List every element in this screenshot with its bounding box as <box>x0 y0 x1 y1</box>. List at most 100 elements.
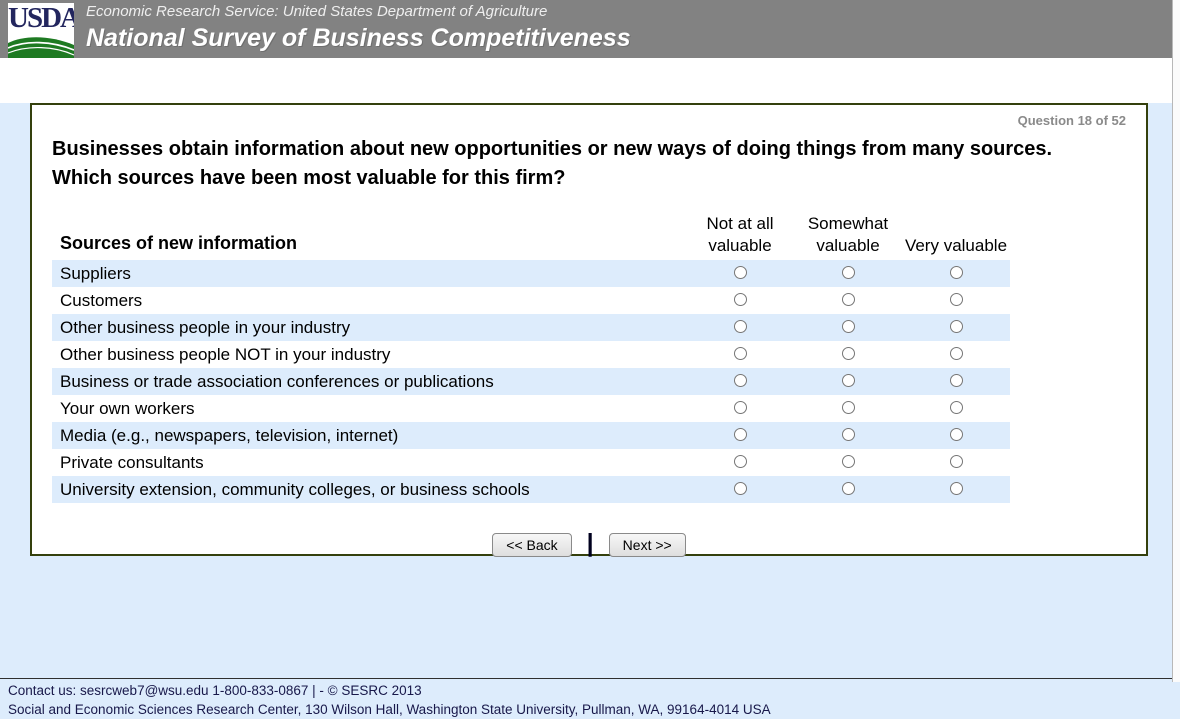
row-label: Other business people in your industry <box>60 317 351 337</box>
column-header-not-at-all: Not at all valuable <box>706 214 774 255</box>
radio-cell <box>686 345 794 365</box>
radio-cell <box>902 426 1010 446</box>
column-header-somewhat: Somewhat valuable <box>807 214 889 255</box>
radio-cell <box>794 453 902 473</box>
radio-row0-col0[interactable] <box>733 265 747 279</box>
agency-line: Economic Research Service: United States… <box>86 3 548 20</box>
radio-row0-col2[interactable] <box>949 265 963 279</box>
radio-row0-col1[interactable] <box>841 265 855 279</box>
radio-cell <box>686 291 794 311</box>
radio-row6-col0[interactable] <box>733 427 747 441</box>
radio-cell <box>902 399 1010 419</box>
radio-cell <box>686 372 794 392</box>
row-label: Business or trade association conference… <box>60 371 494 391</box>
row-label: Customers <box>60 290 143 310</box>
radio-cell <box>902 291 1010 311</box>
radio-row5-col0[interactable] <box>733 400 747 414</box>
usda-logo-swoosh-icon <box>8 37 74 58</box>
row-label: Media (e.g., newspapers, television, int… <box>60 425 399 445</box>
radio-row8-col2[interactable] <box>949 481 963 495</box>
radio-cell <box>686 399 794 419</box>
radio-row4-col0[interactable] <box>733 373 747 387</box>
radio-cell <box>794 399 902 419</box>
radio-row6-col1[interactable] <box>841 427 855 441</box>
row-label: University extension, community colleges… <box>60 479 530 499</box>
row-label: Suppliers <box>60 263 131 283</box>
header-divider <box>0 58 1180 66</box>
table-row: Media (e.g., newspapers, television, int… <box>52 422 1010 449</box>
table-row: Suppliers <box>52 260 1010 287</box>
scrollbar-track[interactable] <box>1172 0 1180 682</box>
usda-logo: USDA <box>8 3 74 58</box>
contact-email-link[interactable]: sesrcweb7@wsu.edu <box>80 683 209 698</box>
radio-row3-col1[interactable] <box>841 346 855 360</box>
table-row: Business or trade association conference… <box>52 368 1010 395</box>
table-row: Your own workers <box>52 395 1010 422</box>
radio-row4-col2[interactable] <box>949 373 963 387</box>
matrix-rows: Suppliers Customers Other business people … <box>52 260 1010 503</box>
question-text: Businesses obtain information about new … <box>52 138 1053 189</box>
site-footer: Contact us: sesrcweb7@wsu.edu 1-800-833-… <box>0 678 1180 719</box>
table-row: Other business people NOT in your indust… <box>52 341 1010 368</box>
radio-cell <box>902 372 1010 392</box>
contact-label: Contact us: <box>8 683 81 698</box>
radio-row6-col2[interactable] <box>949 427 963 441</box>
table-row: University extension, community colleges… <box>52 476 1010 503</box>
progress-indicator: Question 18 of 52 <box>1017 113 1126 128</box>
radio-row4-col1[interactable] <box>841 373 855 387</box>
radio-cell <box>794 345 902 365</box>
radio-cell <box>902 480 1010 500</box>
radio-cell <box>686 318 794 338</box>
radio-row8-col0[interactable] <box>733 481 747 495</box>
matrix-header: Sources of new information Not at all va… <box>52 213 1010 260</box>
radio-cell <box>902 345 1010 365</box>
question-panel: Question 18 of 52 Businesses obtain info… <box>30 103 1148 558</box>
radio-cell <box>794 264 902 284</box>
survey-title: National Survey of Business Competitiven… <box>86 24 631 52</box>
radio-cell <box>794 426 902 446</box>
response-matrix: Sources of new information Not at all va… <box>52 213 1010 503</box>
radio-row7-col1[interactable] <box>841 454 855 468</box>
column-header-very: Very valuable <box>904 236 1008 255</box>
footer-line1: Contact us: sesrcweb7@wsu.edu 1-800-833-… <box>8 681 1180 700</box>
nav-separator: | <box>586 529 594 557</box>
row-label: Private consultants <box>60 452 204 472</box>
radio-row8-col1[interactable] <box>841 481 855 495</box>
usda-logo-text: USDA <box>8 3 74 34</box>
radio-row3-col0[interactable] <box>733 346 747 360</box>
matrix-row-header: Sources of new information <box>60 233 298 253</box>
row-label: Other business people NOT in your indust… <box>60 344 391 364</box>
radio-row7-col2[interactable] <box>949 454 963 468</box>
radio-cell <box>794 480 902 500</box>
radio-cell <box>686 453 794 473</box>
footer-line1-rest: 1-800-833-0867 | - © SESRC 2013 <box>208 683 422 698</box>
radio-cell <box>902 318 1010 338</box>
table-row: Customers <box>52 287 1010 314</box>
next-button[interactable]: Next >> <box>608 532 686 557</box>
radio-row2-col0[interactable] <box>733 319 747 333</box>
radio-row5-col2[interactable] <box>949 400 963 414</box>
radio-row1-col1[interactable] <box>841 292 855 306</box>
row-label: Your own workers <box>60 398 195 418</box>
nav-bar: << Back | Next >> <box>52 531 1126 558</box>
back-button[interactable]: << Back <box>492 532 572 557</box>
radio-row3-col2[interactable] <box>949 346 963 360</box>
radio-cell <box>686 264 794 284</box>
radio-row5-col1[interactable] <box>841 400 855 414</box>
radio-row1-col0[interactable] <box>733 292 747 306</box>
radio-row2-col1[interactable] <box>841 319 855 333</box>
radio-cell <box>794 318 902 338</box>
radio-cell <box>686 426 794 446</box>
radio-row7-col0[interactable] <box>733 454 747 468</box>
radio-row2-col2[interactable] <box>949 319 963 333</box>
page-body: Question 18 of 52 Businesses obtain info… <box>0 103 1180 678</box>
radio-cell <box>794 372 902 392</box>
table-row: Private consultants <box>52 449 1010 476</box>
radio-row1-col2[interactable] <box>949 292 963 306</box>
radio-cell <box>686 480 794 500</box>
radio-cell <box>902 453 1010 473</box>
footer-line2: Social and Economic Sciences Research Ce… <box>8 702 771 717</box>
radio-cell <box>902 264 1010 284</box>
table-row: Other business people in your industry <box>52 314 1010 341</box>
radio-cell <box>794 291 902 311</box>
